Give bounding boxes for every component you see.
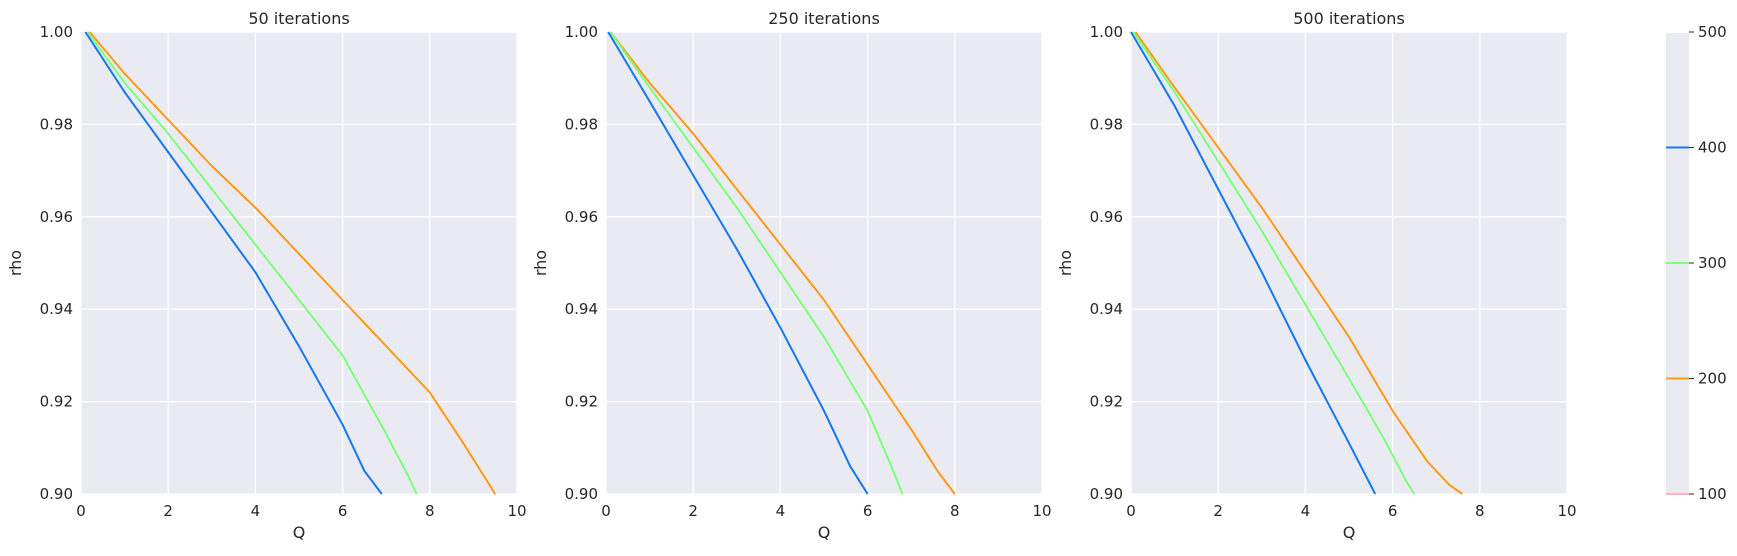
contour-line-200 xyxy=(1134,31,1463,495)
x-tick-label: 10 xyxy=(1032,502,1051,520)
chart-panel-3: 0 2 4 6 8 10 0.90 0.92 0.94 0.96 0.98 1.00 500 itera… xyxy=(1056,9,1577,542)
panels: 0 2 4 6 8 10 0.90 0.92 0.94 0.96 0.98 1.00 50 iterat… xyxy=(6,9,1577,542)
chart-panel-1: 0 2 4 6 8 10 0.90 0.92 0.94 0.96 0.98 1.00 50 iterat… xyxy=(6,9,527,542)
x-tick-label: 0 xyxy=(601,502,611,520)
y-tick-label: 0.94 xyxy=(1090,300,1123,318)
colorbar-tick-label: 200 xyxy=(1698,370,1727,388)
x-tick-label: 4 xyxy=(251,502,261,520)
chart-title: 500 iterations xyxy=(1293,9,1405,28)
contour-line-200 xyxy=(88,31,497,495)
x-tick-label: 2 xyxy=(1213,502,1223,520)
contour-line-400 xyxy=(84,31,383,495)
x-tick-label: 8 xyxy=(1475,502,1485,520)
y-tick-label: 0.92 xyxy=(40,393,73,411)
y-tick-label: 0.96 xyxy=(565,208,598,226)
colorbar-tick-label: 500 xyxy=(1698,23,1727,41)
y-axis-label: rho xyxy=(6,250,25,276)
y-tick-label: 0.90 xyxy=(40,485,73,503)
x-axis-label: Q xyxy=(818,523,831,542)
x-tick-label: 4 xyxy=(776,502,786,520)
x-tick-label: 10 xyxy=(507,502,526,520)
x-tick-label: 8 xyxy=(425,502,435,520)
chart-title: 50 iterations xyxy=(248,9,349,28)
x-tick-label: 4 xyxy=(1301,502,1311,520)
x-tick-label: 6 xyxy=(863,502,873,520)
chart-panel-2: 0 2 4 6 8 10 0.90 0.92 0.94 0.96 0.98 1.00 250 itera… xyxy=(531,9,1052,542)
y-tick-label: 0.92 xyxy=(565,393,598,411)
x-tick-label: 8 xyxy=(950,502,960,520)
x-tick-label: 0 xyxy=(76,502,86,520)
y-tick-label: 0.96 xyxy=(1090,208,1123,226)
x-axis-label: Q xyxy=(1343,523,1356,542)
y-tick-label: 1.00 xyxy=(1090,23,1123,41)
x-tick-label: 6 xyxy=(338,502,348,520)
colorbar-tick-label: 300 xyxy=(1698,254,1727,272)
colorbar-tick-label: 100 xyxy=(1698,485,1727,503)
x-tick-label: 10 xyxy=(1557,502,1576,520)
contour-line-400 xyxy=(607,31,869,495)
x-tick-label: 2 xyxy=(688,502,698,520)
y-tick-label: 0.90 xyxy=(1090,485,1123,503)
plot-area xyxy=(1131,32,1567,494)
y-tick-label: 0.98 xyxy=(565,115,598,133)
y-tick-label: 0.94 xyxy=(40,300,73,318)
plot-area xyxy=(81,32,517,494)
colorbar: 500 400 300 200 100 xyxy=(1666,23,1727,503)
y-axis-label: rho xyxy=(531,250,550,276)
y-tick-label: 0.94 xyxy=(565,300,598,318)
chart-title: 250 iterations xyxy=(768,9,880,28)
contour-line-300 xyxy=(609,31,904,495)
y-tick-label: 1.00 xyxy=(40,23,73,41)
x-tick-label: 0 xyxy=(1126,502,1136,520)
contour-line-200 xyxy=(609,31,956,495)
y-tick-label: 0.98 xyxy=(40,115,73,133)
x-axis-label: Q xyxy=(293,523,306,542)
contour-line-400 xyxy=(1130,31,1377,495)
plot-area xyxy=(606,32,1042,494)
x-tick-label: 6 xyxy=(1388,502,1398,520)
contour-line-300 xyxy=(86,31,418,495)
y-tick-label: 1.00 xyxy=(565,23,598,41)
contour-line-300 xyxy=(1132,31,1416,495)
y-tick-label: 0.98 xyxy=(1090,115,1123,133)
y-tick-label: 0.90 xyxy=(565,485,598,503)
y-axis-label: rho xyxy=(1056,250,1075,276)
y-tick-label: 0.92 xyxy=(1090,393,1123,411)
x-tick-label: 2 xyxy=(163,502,173,520)
y-tick-label: 0.96 xyxy=(40,208,73,226)
colorbar-tick-label: 400 xyxy=(1698,139,1727,157)
